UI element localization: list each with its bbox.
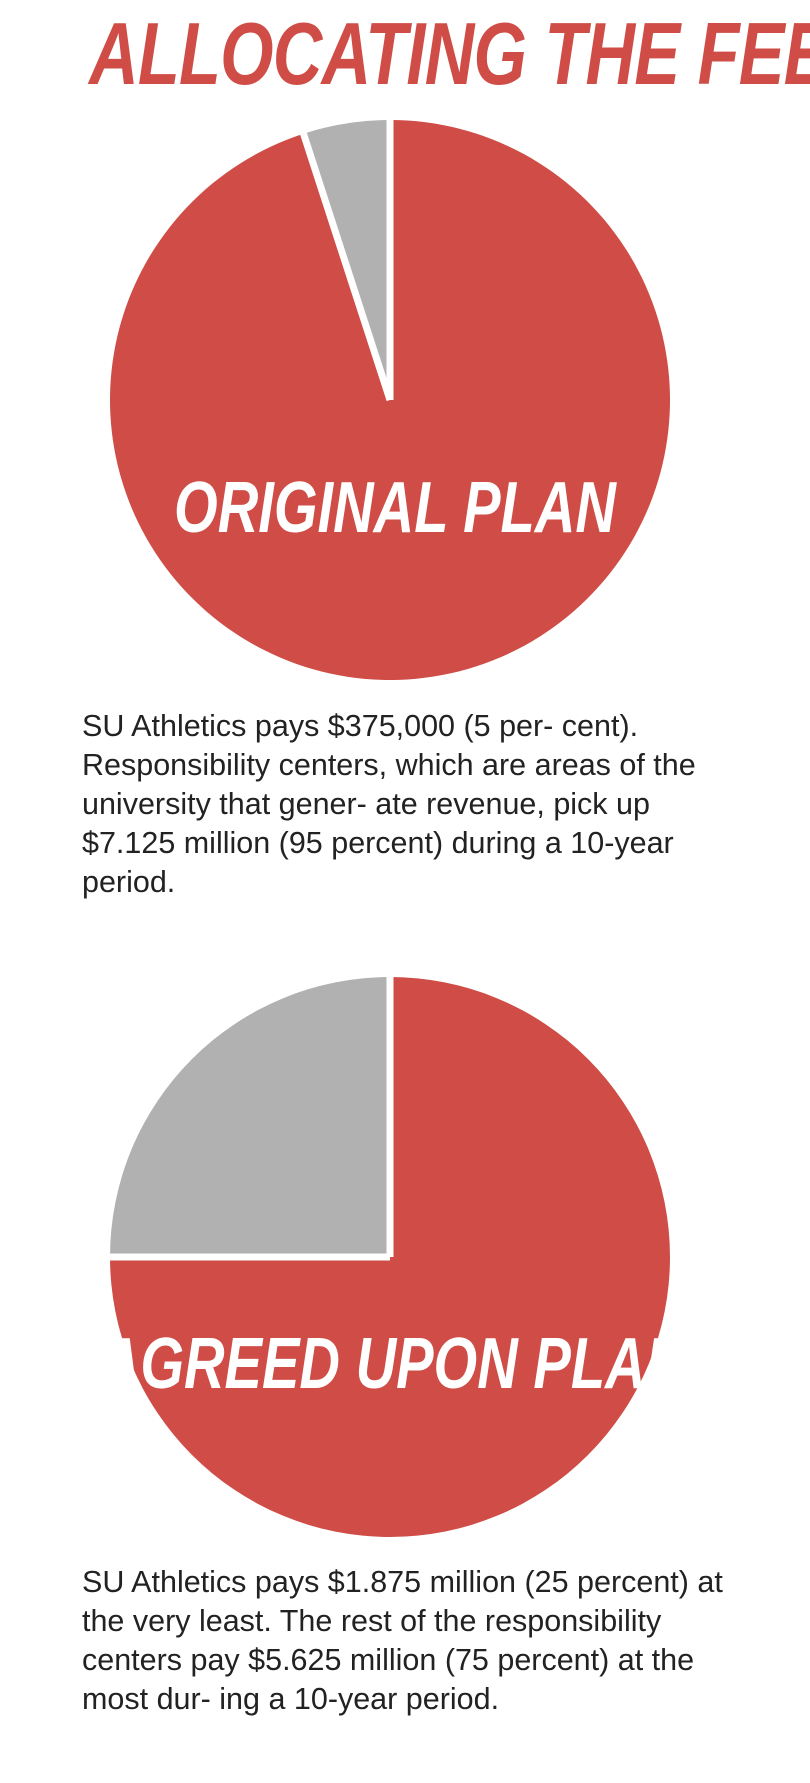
agreed-upon-plan-slices — [110, 977, 670, 1537]
original-plan-slices — [110, 120, 671, 681]
pie-slice — [110, 120, 671, 681]
original-plan-caption: SU Athletics pays $375,000 (5 per- cent)… — [82, 709, 696, 899]
agreed-upon-plan-label: AGREED UPON PLAN — [98, 1323, 687, 1403]
slice-separator — [300, 132, 394, 402]
pie-slice — [110, 977, 390, 1257]
original-plan-pie-chart: ORIGINAL PLAN — [110, 120, 671, 681]
page-title: ALLOCATING THE FEE — [89, 4, 810, 103]
agreed-upon-plan-caption: SU Athletics pays $1.875 million (25 per… — [82, 1565, 723, 1716]
agreed-upon-plan-pie-chart: AGREED UPON PLAN — [98, 977, 687, 1537]
original-plan-label: ORIGINAL PLAN — [174, 467, 617, 547]
